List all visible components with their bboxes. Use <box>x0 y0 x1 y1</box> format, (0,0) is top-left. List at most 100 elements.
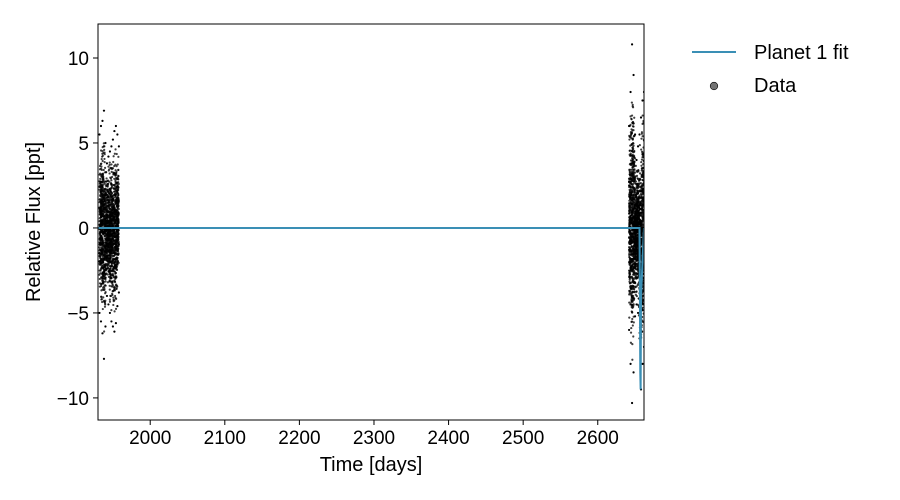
data-point <box>108 237 111 240</box>
data-point <box>99 173 103 176</box>
data-point <box>107 249 110 252</box>
data-point <box>635 268 639 271</box>
data-point <box>101 201 104 204</box>
data-point <box>108 284 111 287</box>
data-point <box>107 303 110 306</box>
data-point <box>640 167 644 170</box>
data-point <box>634 252 637 255</box>
data-point <box>104 243 107 246</box>
data-point <box>110 163 113 166</box>
data-point <box>634 265 637 268</box>
data-point <box>633 133 637 136</box>
data-point <box>116 224 119 228</box>
data-point <box>628 195 631 198</box>
data-point <box>100 192 103 195</box>
data-point <box>640 160 643 164</box>
data-point <box>634 194 637 197</box>
data-point <box>117 252 120 255</box>
data-point <box>113 187 116 190</box>
data-point <box>630 249 633 252</box>
data-point <box>632 135 635 138</box>
data-point <box>111 200 114 204</box>
data-point <box>107 155 110 158</box>
data-point <box>115 250 119 253</box>
data-point <box>116 195 119 199</box>
y-tick-label: 5 <box>78 134 89 155</box>
data-point <box>105 246 108 250</box>
data-point <box>629 177 632 180</box>
data-point <box>629 286 633 289</box>
data-point <box>108 280 111 283</box>
data-point <box>114 247 117 250</box>
data-point <box>100 157 103 161</box>
data-point <box>104 187 107 190</box>
data-point <box>630 211 634 215</box>
data-point <box>112 155 115 158</box>
data-point <box>99 201 102 205</box>
data-point <box>116 248 119 251</box>
data-point <box>117 229 120 232</box>
data-point <box>630 305 633 309</box>
data-point <box>110 309 113 312</box>
data-point <box>640 131 644 134</box>
data-point <box>100 295 103 298</box>
data-point <box>631 229 634 232</box>
data-point <box>114 296 117 300</box>
data-point <box>633 258 636 261</box>
data-point <box>114 322 117 325</box>
data-point <box>99 320 103 323</box>
data-point <box>633 160 636 164</box>
data-point <box>113 213 117 216</box>
data-point <box>104 299 107 302</box>
data-point <box>98 224 102 227</box>
data-point <box>628 290 631 293</box>
data-point <box>630 320 634 323</box>
data-point <box>104 200 108 203</box>
data-point <box>630 143 633 147</box>
data-point <box>101 240 104 244</box>
data-point <box>105 177 108 180</box>
data-point <box>635 174 639 177</box>
data-point <box>117 145 120 148</box>
data-point <box>99 234 102 237</box>
data-point <box>633 198 636 201</box>
data-point <box>113 207 116 210</box>
data-point <box>117 213 120 216</box>
data-point <box>631 317 634 321</box>
data-point <box>99 177 102 180</box>
data-point <box>112 237 115 241</box>
data-point <box>111 247 114 250</box>
data-point <box>115 276 118 279</box>
data-point <box>629 267 632 270</box>
data-point <box>112 296 115 299</box>
data-point <box>114 277 117 281</box>
data-point <box>633 242 636 245</box>
data-point <box>115 198 118 201</box>
data-point <box>103 157 106 161</box>
data-point <box>113 280 117 283</box>
data-point <box>635 229 638 232</box>
data-point <box>632 304 635 307</box>
data-point <box>632 335 635 338</box>
data-point <box>108 311 112 315</box>
data-point <box>628 275 631 278</box>
data-point <box>113 239 117 242</box>
data-point <box>112 232 115 235</box>
data-point <box>636 283 639 287</box>
data-point <box>114 272 117 275</box>
data-point <box>633 281 637 284</box>
data-point <box>632 321 635 324</box>
data-point <box>103 277 106 280</box>
data-point <box>102 232 105 236</box>
data-point <box>633 315 637 318</box>
data-point <box>100 284 103 288</box>
data-point <box>631 273 635 276</box>
data-point <box>109 188 112 191</box>
data-point <box>102 357 106 360</box>
data-point <box>100 185 103 188</box>
data-point <box>110 264 113 268</box>
data-point <box>100 221 103 224</box>
data-point <box>109 260 113 264</box>
data-point <box>634 214 637 217</box>
data-point <box>102 109 106 112</box>
